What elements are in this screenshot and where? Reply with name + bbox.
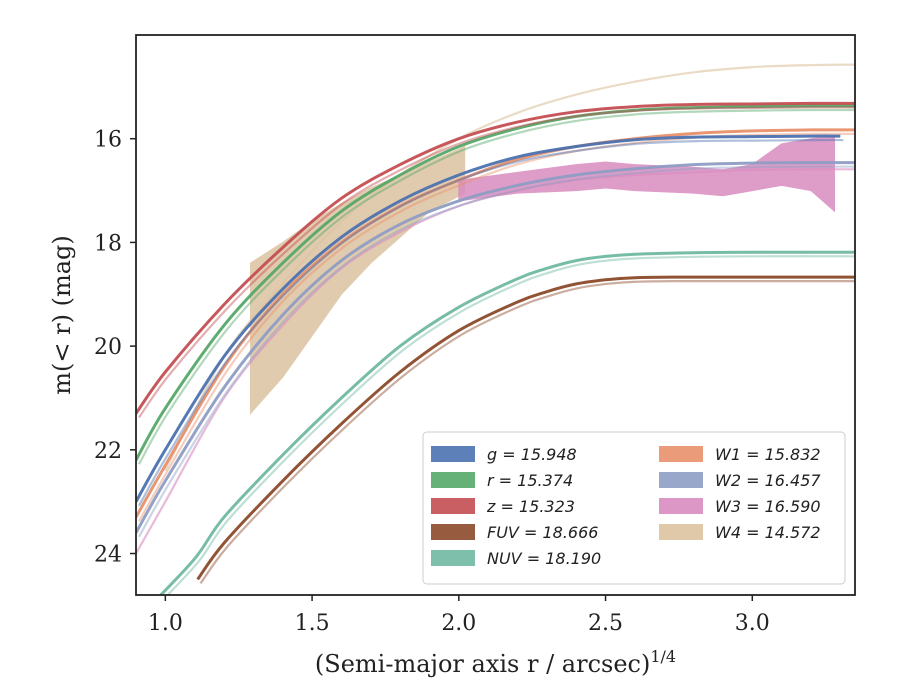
series-line-NUV [158, 250, 855, 595]
legend-swatch-W2 [659, 472, 703, 488]
legend-swatch-W4 [659, 524, 703, 540]
plot-frame [135, 34, 856, 596]
series-trace-FUV [199, 279, 855, 585]
x-axis-label: (Semi-major axis r / arcsec)1/4 [315, 647, 676, 678]
legend-label-W1: W1 = 15.832 [715, 445, 821, 464]
legend-swatch-r [431, 472, 475, 488]
series-trace-r [138, 108, 855, 465]
y-tick-label: 22 [94, 439, 122, 464]
legend-swatch-g [431, 446, 475, 462]
series-band-W3 [458, 135, 835, 213]
legend-swatch-W3 [659, 498, 703, 514]
series-trace-g [138, 138, 844, 507]
legend-label-FUV: FUV = 18.666 [487, 523, 598, 542]
legend-swatch-NUV [431, 550, 475, 566]
legend-label-W4: W4 = 14.572 [715, 523, 821, 542]
series-line-FUV [196, 275, 855, 581]
legend-label-r: r = 15.374 [487, 471, 573, 490]
x-tick-label: 2.5 [588, 611, 623, 636]
legend-label-NUV: NUV = 18.190 [487, 549, 601, 568]
series-trace-z [138, 106, 855, 419]
y-tick-label: 16 [94, 128, 122, 153]
legend-label-W2: W2 = 16.457 [715, 471, 821, 490]
y-tick-label: 18 [94, 231, 122, 256]
x-tick-label: 3.0 [735, 611, 770, 636]
series-line-W2 [136, 161, 855, 534]
x-tick-label: 1.0 [148, 611, 183, 636]
legend: g = 15.948 r = 15.374 z = 15.323 FUV = 18.6… [422, 431, 846, 585]
x-tick-label: 1.5 [295, 611, 330, 636]
series-line-z [136, 101, 855, 415]
y-tick-label: 20 [94, 335, 122, 360]
axis-ticks: 1.0 1.5 2.0 2.5 3.0 16 18 20 22 24 [94, 128, 770, 636]
legend-swatch-FUV [431, 524, 475, 540]
legend-label-z: z = 15.323 [486, 497, 575, 516]
plot-area [136, 63, 855, 595]
legend-label-g: g = 15.948 [487, 445, 577, 464]
legend-label-W3: W3 = 16.590 [715, 497, 821, 516]
series-line-W1 [136, 128, 855, 518]
series-trace-NUV [166, 255, 855, 595]
series-trace-W2 [138, 165, 855, 538]
y-tick-label: 24 [94, 543, 122, 568]
y-axis-label: m(< r) (mag) [48, 235, 76, 394]
x-tick-label: 2.0 [441, 611, 476, 636]
legend-swatch-z [431, 498, 475, 514]
series-line-r [136, 104, 855, 461]
legend-swatch-W1 [659, 446, 703, 462]
legend-box [422, 431, 846, 585]
series-line-g [136, 134, 841, 503]
